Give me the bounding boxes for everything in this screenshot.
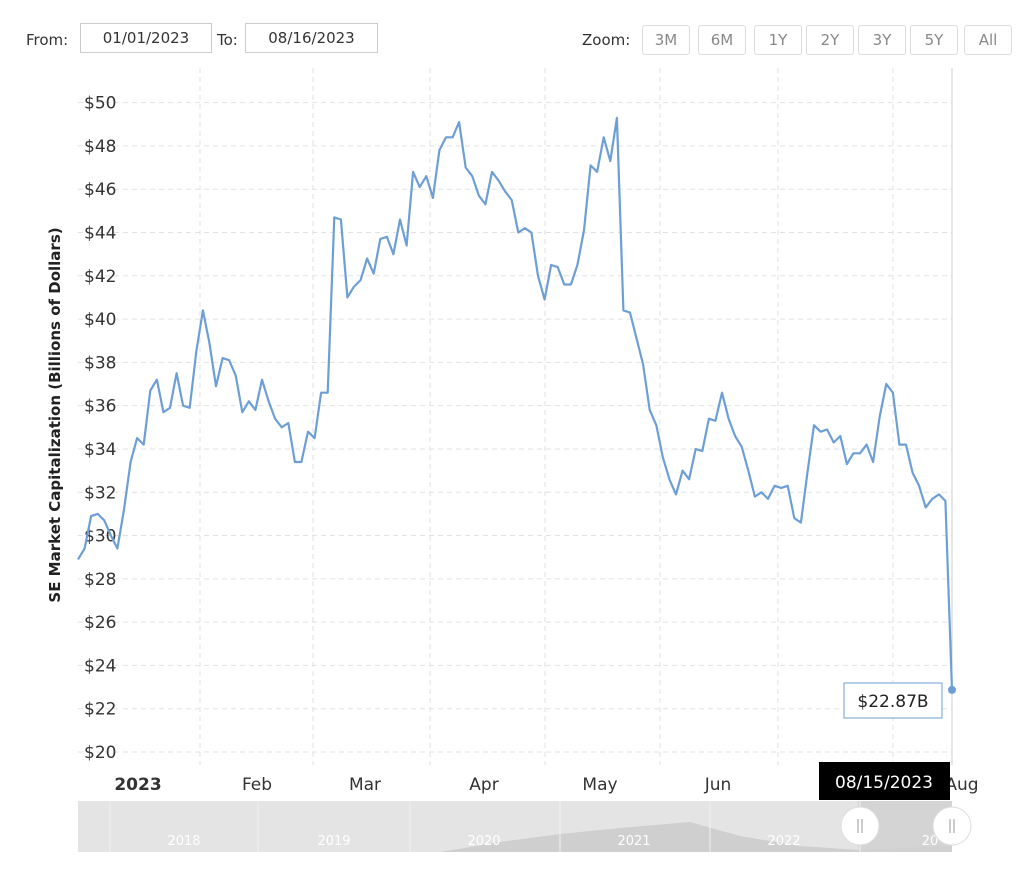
x-tick-label: Jun [704, 775, 732, 795]
zoom-button[interactable]: 3Y [858, 25, 906, 55]
x-tick-label: Aug [945, 775, 978, 795]
last-point-marker [948, 685, 956, 694]
y-tick-label: $26 [84, 613, 116, 633]
y-tick-label: $42 [84, 267, 116, 287]
zoom-button[interactable]: 3M [642, 25, 690, 55]
navigator-handle[interactable] [932, 806, 972, 846]
y-tick-label: $46 [84, 180, 116, 200]
x-tick-label: Mar [349, 775, 381, 795]
y-tick-label: $50 [84, 94, 116, 114]
y-tick-label: $22 [84, 700, 116, 720]
tooltip-date: 08/15/2023 [835, 773, 933, 793]
to-date-input[interactable]: 08/16/2023 [245, 23, 378, 53]
navigator-handle[interactable] [840, 806, 880, 846]
y-tick-label: $36 [84, 397, 116, 417]
y-tick-label: $44 [84, 224, 116, 244]
x-tick-label: May [582, 775, 617, 795]
value-label-box [843, 682, 943, 719]
to-label: To: [217, 31, 238, 49]
navigator-year: 2019 [317, 834, 350, 849]
zoom-button[interactable]: 6M [698, 25, 746, 55]
navigator-year: 2018 [167, 834, 200, 849]
navigator-year: 2021 [617, 834, 650, 849]
line [77, 116, 954, 690]
tooltip-box [819, 762, 950, 800]
y-tick-label: $20 [84, 743, 116, 763]
y-tick-label: $24 [84, 656, 116, 676]
y-axis-title: SE Market Capitalization (Billions of Do… [46, 227, 64, 602]
navigator-year: 2022 [767, 834, 800, 849]
y-tick-label: $38 [84, 353, 116, 373]
zoom-button[interactable]: All [964, 25, 1012, 55]
y-tick-label: $34 [84, 440, 116, 460]
y-tick-label: $48 [84, 137, 116, 157]
y-tick-label: $28 [84, 570, 116, 590]
value-label: $22.87B [857, 692, 928, 712]
from-date-input[interactable]: 01/01/2023 [80, 23, 212, 53]
zoom-label: Zoom: [582, 31, 631, 49]
navigator-year: 20 [922, 834, 939, 849]
x-tick-label: 2023 [114, 775, 161, 795]
y-tick-label: $40 [84, 310, 116, 330]
from-label: From: [26, 31, 69, 49]
x-tick-label: Feb [242, 775, 272, 795]
zoom-button[interactable]: 5Y [910, 25, 958, 55]
zoom-button[interactable]: 1Y [754, 25, 802, 55]
y-tick-label: $32 [84, 483, 116, 503]
x-tick-label: Apr [469, 775, 498, 795]
navigator-year: 2020 [467, 834, 500, 849]
zoom-button[interactable]: 2Y [806, 25, 854, 55]
navigator-area [78, 822, 952, 852]
